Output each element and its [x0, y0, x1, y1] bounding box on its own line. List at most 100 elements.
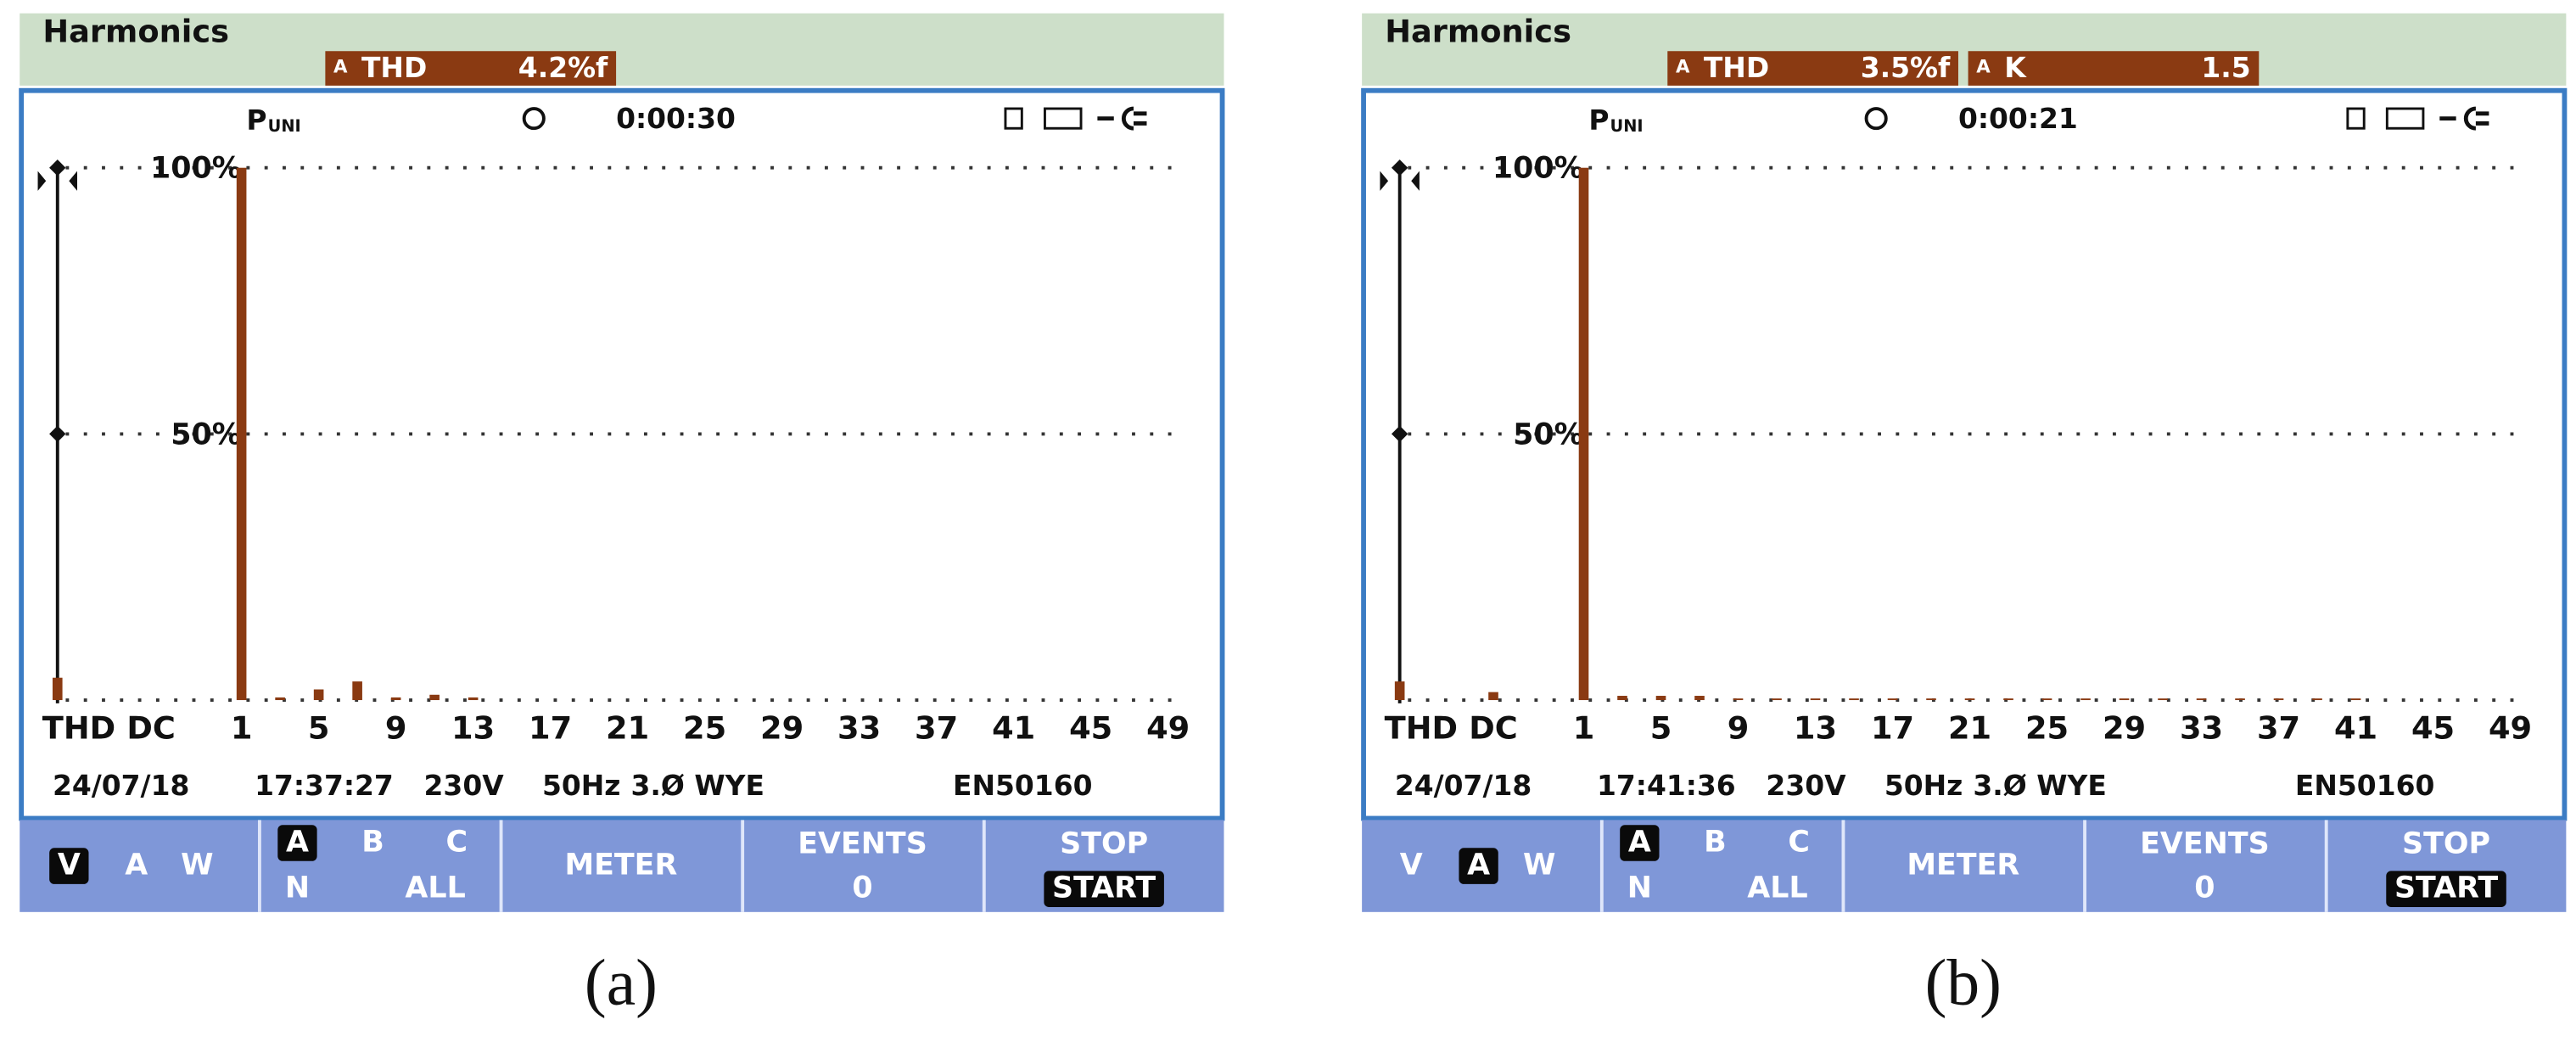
status-voltage: 230V — [424, 769, 505, 802]
softkey-label[interactable]: C — [1788, 826, 1810, 860]
power-icon — [1097, 106, 1147, 131]
x-tick-label: 33 — [2180, 709, 2223, 746]
y-tick-label: 50% — [1513, 417, 1583, 451]
x-tick-label: 1 — [1573, 709, 1595, 746]
readout-phase: A — [333, 57, 348, 78]
bar — [1617, 696, 1627, 701]
status-icon — [2346, 107, 2366, 130]
softkey-label[interactable]: EVENTS — [2140, 826, 2270, 860]
softkey-highlight — [277, 825, 317, 861]
power-icon — [2439, 106, 2489, 131]
softkey-label[interactable]: V — [58, 849, 81, 882]
readout-box — [1667, 51, 1958, 86]
softkey-label[interactable]: B — [361, 826, 384, 860]
bar — [1926, 698, 1936, 701]
softkey-label[interactable]: ALL — [405, 871, 465, 905]
softkey-label[interactable]: A — [1628, 826, 1651, 860]
cursor-marker — [37, 171, 78, 191]
softkey-label[interactable]: ALL — [1747, 871, 1807, 905]
bar — [2080, 698, 2091, 701]
timer: 0:00:30 — [616, 102, 736, 135]
status-icon — [1004, 107, 1023, 130]
softkey-bar — [20, 820, 1224, 912]
mode-sub: UNI — [268, 116, 301, 136]
softkey-label[interactable]: METER — [1907, 849, 2019, 882]
softkey-label[interactable]: START — [2394, 871, 2498, 905]
x-tick-label: 45 — [2411, 709, 2455, 746]
softkey-label[interactable]: A — [125, 849, 148, 882]
screen-title: Harmonics — [1385, 13, 1571, 49]
bar — [2235, 698, 2245, 701]
screen-title: Harmonics — [42, 13, 229, 49]
y-tick-label: 50% — [171, 417, 241, 451]
x-tick-label: 41 — [992, 709, 1035, 746]
analyzer-screen: Harmonics A THD 4.2%f P UNI 0:00:30 100% 50% THD D… — [19, 13, 1225, 1019]
bar — [1578, 167, 1589, 701]
status-standard: EN50160 — [2295, 769, 2435, 802]
softkey-label[interactable]: METER — [564, 849, 677, 882]
x-tick-label: 5 — [308, 709, 330, 746]
softkey-label[interactable]: N — [285, 871, 310, 905]
x-tick-label: 25 — [2025, 709, 2069, 746]
softkey-label[interactable]: B — [1704, 826, 1727, 860]
mode: P — [1588, 104, 1609, 137]
x-tick-label: 17 — [1871, 709, 1914, 746]
x-tick-label: 9 — [385, 709, 407, 746]
bar — [1733, 698, 1744, 701]
readout-box — [325, 51, 617, 86]
x-tick-label: 21 — [606, 709, 649, 746]
x-tick-label: 9 — [1728, 709, 1750, 746]
y-tick-mark — [1391, 425, 1408, 443]
softkey-label[interactable]: C — [445, 826, 468, 860]
bar — [1964, 698, 1975, 701]
softkey-label[interactable]: STOP — [2402, 826, 2490, 860]
screen-frame — [19, 87, 1225, 821]
status-wiring: 3.Ø WYE — [631, 769, 764, 802]
x-tick-label: THD — [42, 709, 115, 746]
softkey-label[interactable]: N — [1627, 871, 1652, 905]
bar — [2003, 698, 2013, 701]
status-date: 24/07/18 — [53, 769, 189, 802]
readout-value: 1.5 — [2201, 51, 2250, 84]
readout-phase: A — [1676, 57, 1690, 78]
x-tick-label: 37 — [915, 709, 958, 746]
y-tick-label: 100% — [150, 152, 242, 186]
bar — [2273, 698, 2284, 701]
softkey-label[interactable]: W — [1523, 849, 1555, 882]
status-frequency: 50Hz — [542, 769, 620, 802]
memory-icon — [2385, 107, 2425, 130]
softkey-label[interactable]: W — [181, 849, 213, 882]
x-tick-label: 41 — [2334, 709, 2377, 746]
status-frequency: 50Hz — [1884, 769, 1963, 802]
x-tick-label: 29 — [2103, 709, 2146, 746]
softkey-label[interactable]: EVENTS — [798, 826, 927, 860]
status-wiring: 3.Ø WYE — [1973, 769, 2106, 802]
header-bar — [1362, 13, 2567, 86]
softkey-label[interactable]: A — [286, 826, 309, 860]
bar — [275, 697, 285, 701]
bar — [1810, 698, 1821, 701]
readout-name: K — [2004, 51, 2027, 84]
y-tick-mark — [49, 425, 66, 443]
bar — [2119, 698, 2130, 701]
readout-box — [1968, 51, 2260, 86]
caption: (b) — [1925, 946, 2002, 1019]
softkey-label[interactable]: STOP — [1060, 826, 1148, 860]
x-tick-label: 1 — [231, 709, 253, 746]
softkey-label[interactable]: 0 — [2194, 871, 2215, 905]
header-bar — [20, 13, 1224, 86]
softkey-label[interactable]: V — [1400, 849, 1423, 882]
x-tick-label: 45 — [1069, 709, 1112, 746]
readout-value: 4.2%f — [518, 51, 608, 84]
status-voltage: 230V — [1766, 769, 1846, 802]
softkey-label[interactable]: A — [1467, 849, 1490, 882]
bar — [2041, 698, 2052, 701]
softkey-label[interactable]: START — [1052, 871, 1156, 905]
bar — [352, 681, 362, 701]
softkey-bar — [1362, 820, 2567, 912]
softkey-highlight — [1620, 825, 1660, 861]
readout-name: THD — [1704, 51, 1769, 84]
x-tick-label: 33 — [837, 709, 881, 746]
softkey-label[interactable]: 0 — [852, 871, 872, 905]
status-standard: EN50160 — [953, 769, 1093, 802]
